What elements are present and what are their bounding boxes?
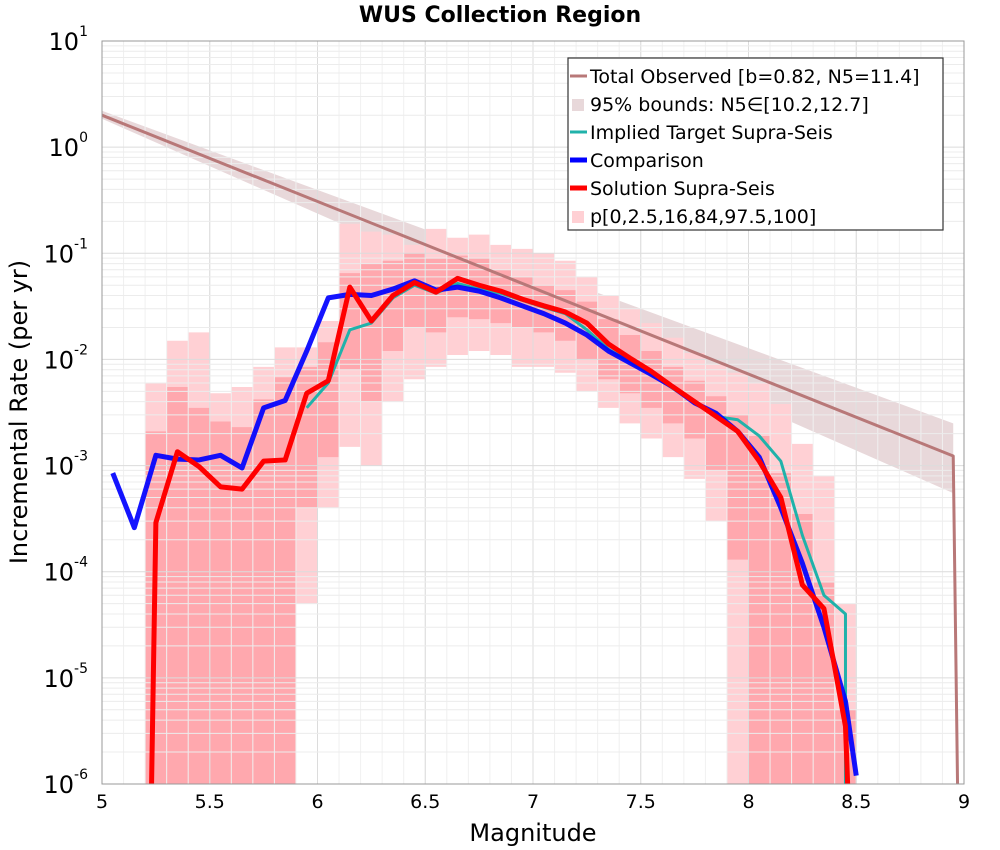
y-tick-label: 100 [49, 130, 88, 162]
y-axis-ticks: 10-6 10-5 10-4 10-3 10-2 10-1 100 101 [43, 24, 88, 799]
total-observed-line [101, 113, 960, 785]
x-tick-label: 9 [958, 791, 970, 813]
legend: Total Observed [b=0.82, N5=11.4] 95% boun… [567, 57, 944, 231]
y-tick-label: 10-2 [43, 342, 88, 374]
x-axis-ticks: 5 5.5 6 6.5 7 7.5 8 8.5 9 [96, 791, 970, 813]
y-tick-label: 10-1 [43, 236, 88, 268]
x-tick-label: 8.5 [841, 791, 871, 813]
plot-frame [101, 40, 965, 785]
legend-label: p[0,2.5,16,84,97.5,100] [590, 206, 816, 228]
legend-label: Solution Supra-Seis [590, 178, 775, 200]
x-tick-label: 5 [96, 791, 108, 813]
series-lines [101, 113, 960, 785]
legend-label: Comparison [590, 150, 704, 172]
legend-swatch [572, 211, 584, 223]
y-tick-label: 10-3 [43, 449, 88, 481]
chart-title: WUS Collection Region [359, 3, 641, 28]
x-tick-label: 7.5 [626, 791, 656, 813]
y-tick-label: 10-5 [43, 661, 88, 693]
legend-box [567, 57, 944, 231]
y-tick-label: 10-4 [43, 555, 88, 587]
x-tick-label: 6.5 [410, 791, 440, 813]
legend-label: Total Observed [b=0.82, N5=11.4] [589, 66, 920, 88]
legend-label: Implied Target Supra-Seis [590, 122, 833, 144]
solution-line [149, 275, 851, 785]
y-axis-label: Incremental Rate (per yr) [5, 260, 33, 564]
x-tick-label: 7 [527, 791, 539, 813]
y-tick-label: 10-6 [43, 767, 88, 799]
x-tick-label: 5.5 [195, 791, 225, 813]
x-tick-label: 6 [311, 791, 323, 813]
x-tick-label: 8 [742, 791, 754, 813]
x-axis-label: Magnitude [469, 819, 596, 847]
legend-swatch [572, 99, 584, 111]
y-tick-label: 101 [49, 24, 88, 56]
legend-label: 95% bounds: N5∈[10.2,12.7] [590, 94, 869, 116]
